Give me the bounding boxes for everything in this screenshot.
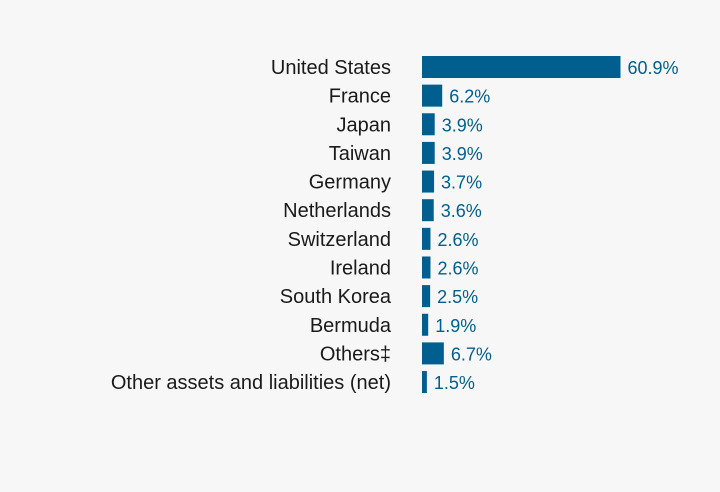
bar-germany: [422, 170, 435, 193]
category-label-others: Others‡: [320, 343, 391, 365]
category-label-other-assets-and-liabilities-net: Other assets and liabilities (net): [111, 372, 391, 394]
category-label-ireland: Ireland: [330, 257, 391, 279]
value-label-other-assets-and-liabilities-net: 1.5%: [434, 373, 475, 393]
bar-others: [422, 342, 444, 365]
category-label-switzerland: Switzerland: [288, 229, 391, 251]
value-label-taiwan: 3.9%: [442, 144, 483, 164]
category-label-germany: Germany: [309, 172, 391, 194]
bar-japan: [422, 113, 435, 136]
category-label-france: France: [329, 86, 391, 108]
bar-south-korea: [422, 285, 431, 308]
category-label-south-korea: South Korea: [280, 286, 392, 308]
value-label-others: 6.7%: [451, 344, 492, 364]
bar-france: [422, 84, 443, 107]
value-label-south-korea: 2.5%: [437, 287, 478, 307]
value-label-france: 6.2%: [449, 87, 490, 107]
bar-other-assets-and-liabilities-net: [422, 371, 427, 394]
category-label-united-states: United States: [271, 57, 391, 79]
value-label-bermuda: 1.9%: [435, 316, 476, 336]
category-label-taiwan: Taiwan: [329, 143, 391, 165]
category-label-bermuda: Bermuda: [310, 315, 392, 337]
value-label-germany: 3.7%: [441, 173, 482, 193]
bar-bermuda: [422, 313, 429, 336]
value-label-ireland: 2.6%: [437, 258, 478, 278]
category-label-japan: Japan: [337, 114, 392, 136]
bar-switzerland: [422, 227, 431, 250]
bar-taiwan: [422, 141, 435, 164]
bar-netherlands: [422, 199, 434, 222]
bar-united-states: [422, 56, 621, 78]
category-label-netherlands: Netherlands: [283, 200, 391, 222]
value-label-japan: 3.9%: [442, 115, 483, 135]
value-label-switzerland: 2.6%: [437, 230, 478, 250]
value-label-united-states: 60.9%: [628, 58, 679, 78]
bar-ireland: [422, 256, 431, 279]
value-label-netherlands: 3.6%: [441, 201, 482, 221]
